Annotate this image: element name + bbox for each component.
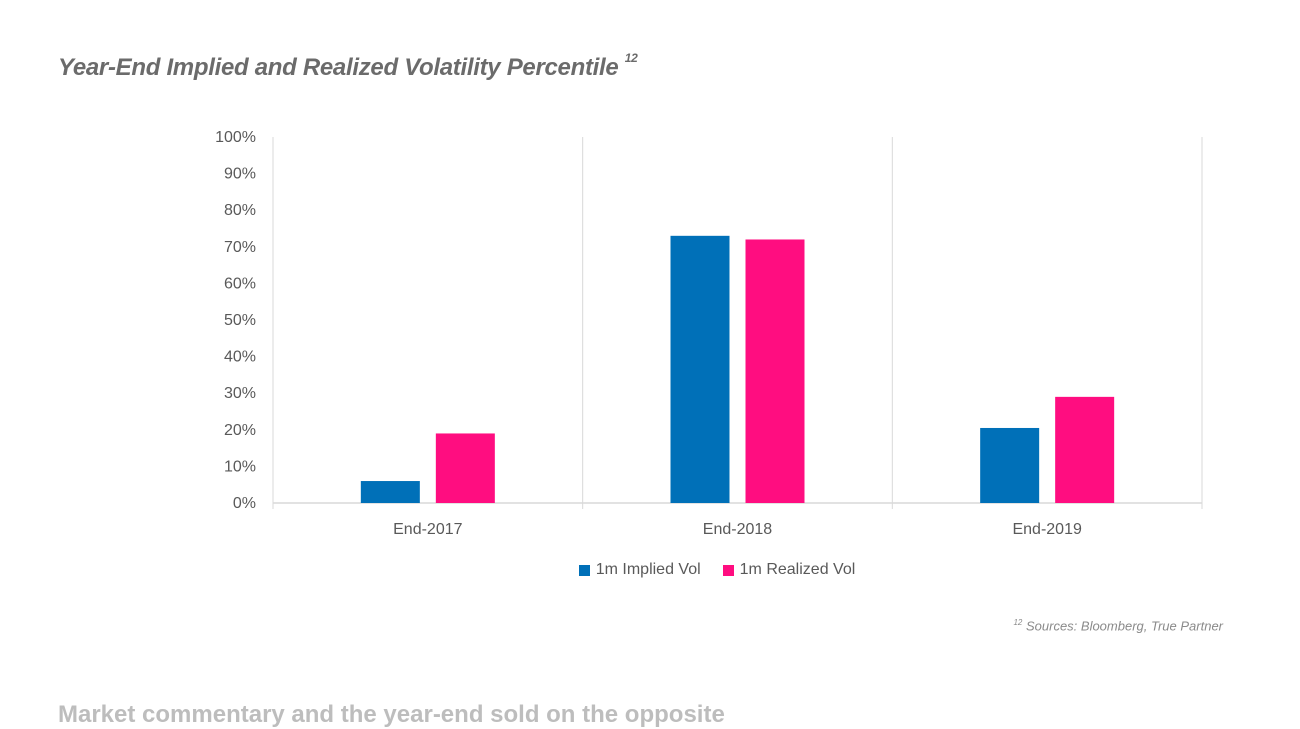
x-tick-label: End-2019 xyxy=(1012,521,1081,538)
y-tick-label: 30% xyxy=(224,385,256,402)
y-tick-label: 0% xyxy=(233,495,256,512)
footnote-reference: 12 xyxy=(1013,618,1023,627)
legend-swatch-realized xyxy=(722,564,734,576)
bar-implied xyxy=(980,427,1040,503)
bar-chart: 0% 10% 20% 30% 40% 50% 60% 70% 80% 90% 100% End-201… xyxy=(215,129,1203,538)
y-tick-label: 10% xyxy=(224,458,256,475)
bar-implied xyxy=(670,235,730,503)
x-tick-label: End-2018 xyxy=(703,521,772,538)
footnote-text: Sources: Bloomberg, True Partner xyxy=(1025,618,1223,634)
chart-title: Year-End Implied and Realized Volatility… xyxy=(58,51,638,82)
y-tick-label: 80% xyxy=(224,202,256,219)
footnote: 12 Sources: Bloomberg, True Partner xyxy=(1013,618,1223,633)
legend-swatch-implied xyxy=(578,564,590,576)
legend-label-realized: 1m Realized Vol xyxy=(739,561,856,578)
y-tick-label: 50% xyxy=(224,312,256,329)
legend-label-implied: 1m Implied Vol xyxy=(595,561,701,578)
bar-realized xyxy=(745,239,805,504)
bar-realized xyxy=(435,433,495,503)
next-section-heading: Market commentary and the year-end sold … xyxy=(58,701,725,728)
bar-implied xyxy=(360,481,420,503)
x-tick-label: End-2017 xyxy=(393,521,462,538)
chart-title-text: Year-End Implied and Realized Volatility… xyxy=(58,54,619,81)
y-tick-label: 90% xyxy=(224,166,256,183)
y-tick-label: 60% xyxy=(224,275,256,292)
chart-legend: 1m Implied Vol 1m Realized Vol xyxy=(0,561,1300,579)
y-tick-label: 20% xyxy=(224,422,256,439)
y-tick-label: 40% xyxy=(224,349,256,366)
title-reference: 12 xyxy=(624,51,638,65)
y-tick-label: 100% xyxy=(215,129,256,146)
bar-realized xyxy=(1055,396,1115,503)
legend-item-realized: 1m Realized Vol xyxy=(722,561,856,579)
y-tick-label: 70% xyxy=(224,239,256,256)
legend-item-implied: 1m Implied Vol xyxy=(578,561,701,579)
